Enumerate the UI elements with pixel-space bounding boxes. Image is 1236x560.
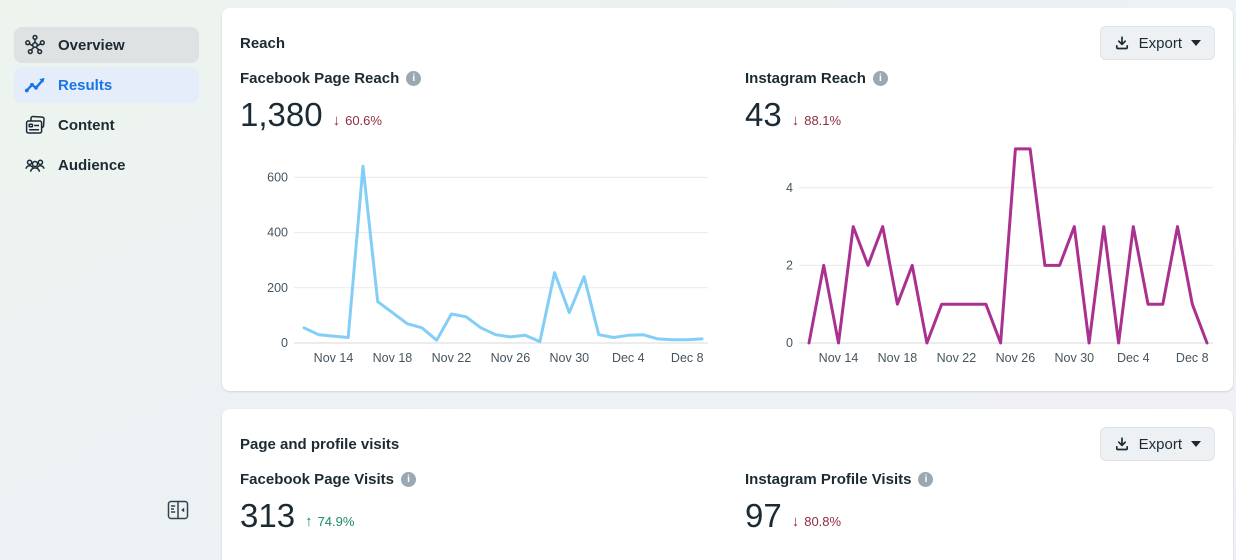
info-icon[interactable]: i <box>872 71 888 86</box>
visits-card-title: Page and profile visits <box>240 435 400 453</box>
sidebar-item-label: Audience <box>58 156 126 174</box>
svg-text:0: 0 <box>786 336 793 350</box>
trend-down-arrow-icon: ↓ <box>791 112 800 129</box>
sidebar-item-results[interactable]: Results <box>14 67 199 103</box>
svg-text:2: 2 <box>786 258 793 272</box>
metric-value: 1,380 <box>240 96 323 133</box>
svg-text:200: 200 <box>267 281 288 295</box>
facebook-reach-chart[interactable]: 0 200 400 600 Nov 14 Nov 18 Nov 22 Nov 26 Nov 30… <box>240 137 710 369</box>
sidebar-item-label: Overview <box>58 36 125 54</box>
metric-label: Instagram Profile Visits <box>745 471 912 488</box>
svg-text:Nov 30: Nov 30 <box>550 351 590 365</box>
svg-text:Nov 30: Nov 30 <box>1055 351 1095 365</box>
svg-text:Nov 18: Nov 18 <box>878 351 918 365</box>
caret-down-icon <box>1191 40 1201 46</box>
svg-text:Nov 26: Nov 26 <box>996 351 1036 365</box>
collapse-sidebar-icon <box>167 500 189 520</box>
metric-value: 313 <box>240 497 296 534</box>
download-icon <box>1115 36 1128 50</box>
metric-value: 43 <box>745 96 782 133</box>
svg-text:Dec 8: Dec 8 <box>671 351 704 365</box>
metric-label: Facebook Page Visits <box>240 471 394 488</box>
sidebar-item-label: Content <box>58 116 115 134</box>
delta-percent: 60.6% <box>345 112 382 128</box>
svg-text:Dec 4: Dec 4 <box>1117 351 1150 365</box>
svg-text:400: 400 <box>267 226 288 240</box>
download-icon <box>1115 437 1128 451</box>
delta-badge: ↓ 80.8% <box>792 514 841 532</box>
visits-export-button[interactable]: Export <box>1099 427 1215 461</box>
delta-badge: ↑ 74.9% <box>305 514 354 532</box>
reach-export-button[interactable]: Export <box>1099 26 1215 60</box>
sidebar-item-label: Results <box>58 76 113 94</box>
delta-badge: ↓ 60.6% <box>333 113 382 131</box>
reach-card: Reach Export Facebook Page Reach <box>222 8 1233 391</box>
collapse-sidebar-button[interactable] <box>166 499 190 523</box>
facebook-reach-metric: Facebook Page Reach i 1,380 ↓ 60.6% 0 200… <box>240 70 745 369</box>
svg-text:0: 0 <box>281 336 288 350</box>
svg-text:4: 4 <box>786 181 793 195</box>
content-cards-icon <box>24 114 46 136</box>
svg-text:Nov 26: Nov 26 <box>491 351 531 365</box>
export-label: Export <box>1138 435 1182 453</box>
visits-card: Page and profile visits Export Faceb <box>222 409 1233 560</box>
instagram-visits-metric: Instagram Profile Visits i 97 ↓ 80.8% <box>745 471 1215 532</box>
trend-down-arrow-icon: ↓ <box>791 513 800 530</box>
main-content: Reach Export Facebook Page Reach <box>222 0 1236 560</box>
trend-up-arrow-icon: ↑ <box>305 513 313 530</box>
delta-percent: 80.8% <box>804 513 842 529</box>
metric-label: Instagram Reach <box>745 70 866 87</box>
export-label: Export <box>1138 34 1182 52</box>
svg-text:Nov 22: Nov 22 <box>432 351 472 365</box>
audience-people-icon <box>24 154 46 176</box>
info-icon[interactable]: i <box>918 472 934 487</box>
sidebar: Overview Results <box>0 0 222 560</box>
svg-text:600: 600 <box>267 170 288 184</box>
instagram-reach-chart[interactable]: 0 2 4 Nov 14 Nov 18 Nov 22 Nov 26 Nov 30 Dec 4 De… <box>745 137 1215 369</box>
info-icon[interactable]: i <box>406 71 422 86</box>
svg-text:Nov 22: Nov 22 <box>937 351 977 365</box>
results-trend-icon <box>24 74 46 96</box>
delta-percent: 88.1% <box>804 112 842 128</box>
svg-text:Nov 18: Nov 18 <box>373 351 413 365</box>
trend-down-arrow-icon: ↓ <box>332 112 341 129</box>
svg-text:Dec 8: Dec 8 <box>1176 351 1209 365</box>
sidebar-item-audience[interactable]: Audience <box>14 147 199 183</box>
caret-down-icon <box>1191 441 1201 447</box>
delta-percent: 74.9% <box>317 513 355 529</box>
sidebar-item-content[interactable]: Content <box>14 107 199 143</box>
info-icon[interactable]: i <box>400 472 416 487</box>
facebook-visits-metric: Facebook Page Visits i 313 ↑ 74.9% <box>240 471 745 532</box>
reach-card-title: Reach <box>240 34 286 52</box>
metric-label: Facebook Page Reach <box>240 70 400 87</box>
svg-text:Nov 14: Nov 14 <box>314 351 354 365</box>
svg-text:Nov 14: Nov 14 <box>819 351 859 365</box>
metric-value: 97 <box>745 497 782 534</box>
sidebar-item-overview[interactable]: Overview <box>14 27 199 63</box>
overview-nodes-icon <box>24 34 46 56</box>
delta-badge: ↓ 88.1% <box>792 113 841 131</box>
instagram-reach-metric: Instagram Reach i 43 ↓ 88.1% 0 2 4 Nov 14 No… <box>745 70 1215 369</box>
svg-text:Dec 4: Dec 4 <box>612 351 645 365</box>
